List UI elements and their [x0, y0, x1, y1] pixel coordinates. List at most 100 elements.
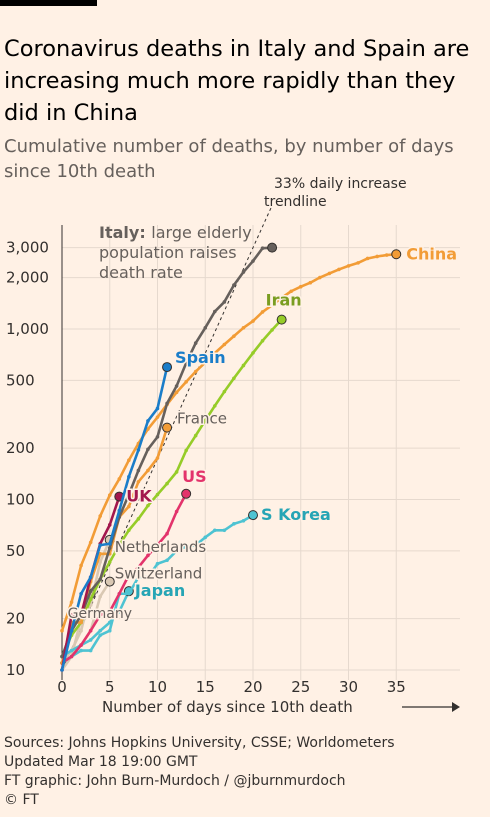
- series-point-china: [384, 253, 389, 257]
- series-point-italy: [203, 326, 208, 330]
- series-point-france: [79, 620, 83, 625]
- series-end-marker-switzerland: [104, 576, 115, 587]
- series-china: [60, 249, 402, 633]
- series-point-s-korea: [79, 648, 83, 653]
- series-point-china: [241, 326, 246, 330]
- series-point-china: [375, 254, 379, 259]
- series-point-china: [193, 369, 198, 374]
- series-point-japan: [88, 638, 93, 642]
- footer: Sources: Johns Hopkins University, CSSE;…: [4, 734, 484, 810]
- series-point-s-korea: [213, 528, 217, 533]
- series-point-china: [222, 342, 227, 347]
- chart-subtitle: Cumulative number of deaths, by number o…: [4, 136, 454, 182]
- series-point-s-korea: [127, 591, 131, 596]
- series-point-china: [298, 284, 303, 289]
- series-end-marker-s-korea: [248, 510, 258, 521]
- y-tick-label: 20: [6, 610, 25, 628]
- series-point-iran: [136, 517, 141, 521]
- series-point-s-korea: [107, 628, 112, 633]
- series-point-s-korea: [136, 575, 141, 580]
- series-point-s-korea: [193, 543, 198, 547]
- series-point-germany: [79, 628, 83, 633]
- series-point-japan: [117, 609, 122, 614]
- y-tick-label: 500: [6, 371, 35, 389]
- series-point-china: [232, 334, 236, 338]
- series-point-china: [155, 415, 160, 419]
- series-point-france: [127, 504, 131, 509]
- series-point-france: [146, 468, 150, 473]
- series-point-japan: [98, 628, 102, 633]
- series-point-spain: [98, 543, 102, 547]
- series-label-netherlands: Netherlands: [115, 538, 207, 556]
- series-point-france: [98, 552, 102, 556]
- series-point-china: [318, 275, 322, 280]
- series-point-us: [88, 628, 93, 633]
- footer-sources: Sources: Johns Hopkins University, CSSE;…: [4, 735, 395, 751]
- series-point-spain: [117, 508, 122, 513]
- series-label-japan: Japan: [134, 581, 185, 600]
- series-label-italy-line: population raises: [99, 243, 237, 262]
- series-point-netherlands: [98, 560, 102, 564]
- series-line-spain: [60, 366, 169, 671]
- series-point-italy: [241, 270, 246, 274]
- series-point-us: [79, 643, 83, 647]
- x-tick-label: 25: [291, 678, 310, 696]
- series-end-marker-spain: [162, 362, 173, 373]
- series-point-iran: [270, 328, 274, 332]
- x-tick-label: 0: [57, 678, 67, 696]
- x-tick-label: 15: [196, 678, 215, 696]
- series-point-china: [279, 296, 284, 300]
- series-point-iran: [241, 363, 246, 368]
- x-tick-label: 10: [148, 678, 167, 696]
- series-point-china: [365, 256, 370, 261]
- series-point-china: [289, 289, 294, 294]
- series-point-china: [203, 360, 208, 365]
- series-point-s-korea: [98, 633, 102, 637]
- series-point-italy: [174, 384, 179, 388]
- series-point-italy: [155, 435, 160, 439]
- series-point-china: [213, 351, 217, 355]
- series-point-italy: [213, 309, 217, 314]
- series-end-marker-us: [181, 488, 192, 499]
- series-point-us: [127, 573, 131, 577]
- series-label-spain: Spain: [175, 348, 226, 367]
- x-tick-label: 20: [243, 678, 262, 696]
- y-tick-label: 10: [6, 661, 25, 679]
- series-point-italy: [232, 283, 236, 287]
- series-label-s-korea: S Korea: [261, 505, 331, 524]
- series-label-italy-line: death rate: [99, 263, 183, 282]
- series-point-spain: [60, 668, 64, 672]
- series-point-italy: [260, 246, 265, 250]
- series-point-italy: [165, 401, 169, 406]
- footer-graphic-credit: FT graphic: John Burn-Murdoch / @jburnmu…: [4, 773, 346, 789]
- series-us: [60, 488, 192, 665]
- footer-updated: Updated Mar 18 19:00 GMT: [4, 754, 198, 770]
- series-point-iran: [213, 404, 217, 408]
- series-point-china: [260, 310, 265, 314]
- series-point-iran: [88, 597, 93, 602]
- series-point-iran: [107, 560, 112, 564]
- series-point-iran: [117, 543, 122, 547]
- series-point-s-korea: [174, 549, 179, 553]
- series-label-uk: UK: [126, 487, 152, 506]
- series-point-italy: [107, 546, 112, 550]
- footer-copyright: © FT: [4, 792, 39, 808]
- series-end-marker-iran: [276, 314, 287, 325]
- series-point-spain: [79, 591, 83, 596]
- series-point-iran: [146, 503, 150, 508]
- series-point-iran: [260, 338, 265, 343]
- series-label-italy: Italy: large elderly population raises dea…: [99, 223, 252, 282]
- series-point-china: [337, 267, 341, 272]
- series-point-china: [117, 477, 122, 481]
- y-tick-label: 1,000: [6, 320, 49, 338]
- series-point-s-korea: [88, 648, 93, 653]
- series-point-spain: [136, 448, 141, 452]
- series-label-iran: Iran: [266, 291, 302, 310]
- series-line-china: [60, 252, 397, 632]
- series-point-uk: [69, 613, 74, 617]
- series-point-us: [98, 613, 102, 617]
- series-point-china: [127, 458, 131, 463]
- ft-top-bar: [0, 0, 97, 6]
- y-tick-label: 100: [6, 491, 35, 509]
- series-point-iran: [232, 376, 236, 381]
